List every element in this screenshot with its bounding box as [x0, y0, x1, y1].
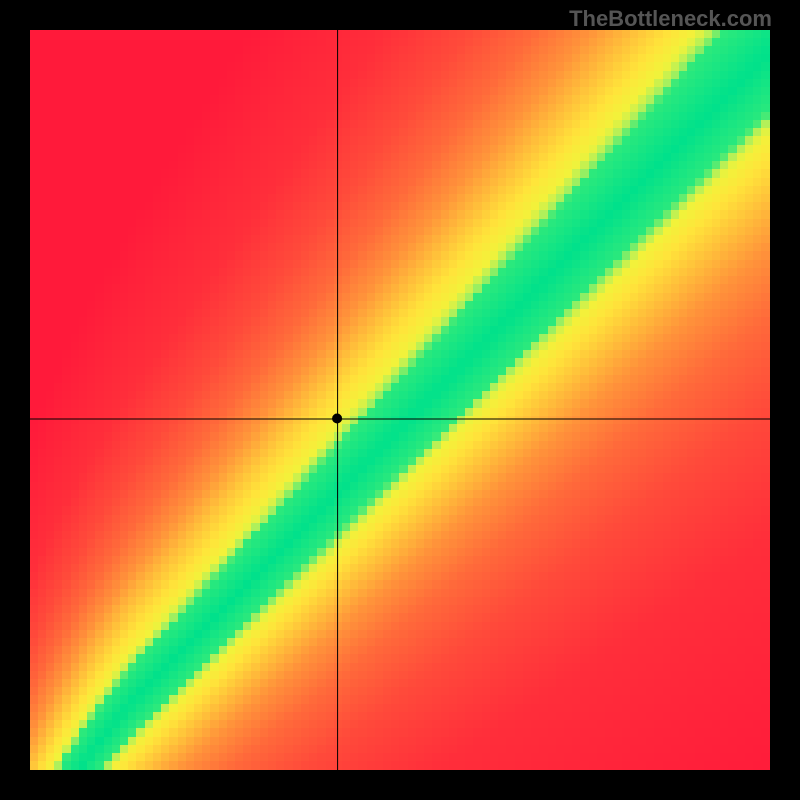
heatmap-plot [30, 30, 770, 770]
heatmap-canvas [30, 30, 770, 770]
watermark-text: TheBottleneck.com [569, 6, 772, 32]
chart-container: { "watermark": "TheBottleneck.com", "wat… [0, 0, 800, 800]
